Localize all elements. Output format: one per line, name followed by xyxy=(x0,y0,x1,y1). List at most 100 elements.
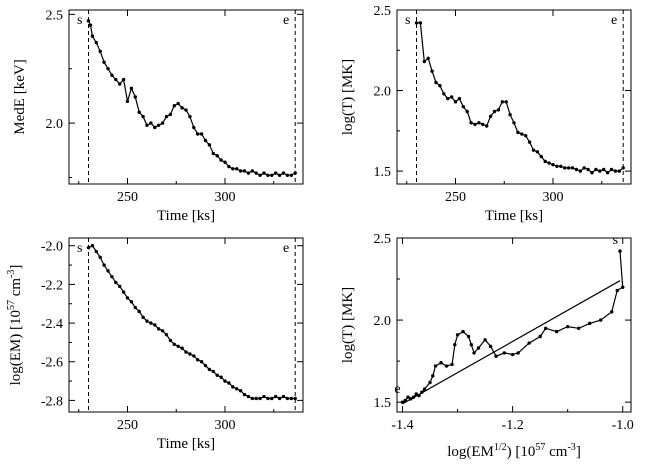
data-point xyxy=(184,108,188,112)
data-point xyxy=(524,133,528,138)
data-point xyxy=(242,392,247,397)
logEM-ylabel-sup1: 57 xyxy=(6,300,17,310)
data-point xyxy=(145,319,149,323)
plot-frame xyxy=(396,237,632,413)
fit-line xyxy=(402,280,621,405)
y-tick-label: 2.5 xyxy=(46,8,64,23)
data-point xyxy=(129,300,134,304)
logT-ticks: 250 300 1.5 2.0 2.5 xyxy=(374,4,631,205)
data-point xyxy=(90,34,95,38)
scatter-marks: se xyxy=(394,233,625,405)
data-point xyxy=(516,351,520,355)
data-point xyxy=(102,263,106,267)
x-tick-label: 250 xyxy=(117,418,138,433)
data-point xyxy=(438,84,442,88)
data-point xyxy=(500,100,504,104)
data-point xyxy=(160,121,165,125)
data-point xyxy=(141,315,145,319)
xlabel-mid2: cm xyxy=(545,444,567,460)
data-point xyxy=(86,245,91,250)
data-point xyxy=(543,326,548,330)
x-tick-label: 300 xyxy=(215,190,236,205)
data-point xyxy=(266,396,270,401)
data-point xyxy=(270,396,274,401)
mede-y-axis-title: MedE [keV] xyxy=(12,59,28,134)
data-point xyxy=(602,167,606,172)
plot-frame xyxy=(396,9,632,185)
data-point xyxy=(90,244,95,248)
data-point xyxy=(250,396,254,401)
data-point xyxy=(219,375,223,379)
panel-logT-vs-logEM: se -1.4 -1.2 -1.01.52.02.5 log(EM1/2) [105… xyxy=(340,232,634,460)
data-point xyxy=(289,396,293,401)
logEM-ticks: 250 300 -2.8 -2.6 -2.4 -2.2 -2.0 xyxy=(41,238,303,433)
data-point xyxy=(508,113,512,117)
data-point xyxy=(426,56,430,61)
y-tick-label: 2.0 xyxy=(374,85,392,100)
data-point xyxy=(129,86,134,91)
data-point xyxy=(215,154,219,158)
data-point xyxy=(576,326,581,330)
data-point xyxy=(527,341,531,345)
data-point xyxy=(196,132,200,136)
xlabel-sup1: 1/2 xyxy=(494,442,507,453)
data-point xyxy=(199,360,204,364)
y-tick-label: -2.8 xyxy=(41,394,63,409)
data-point xyxy=(483,338,487,342)
data-point xyxy=(450,362,454,367)
data-point xyxy=(227,164,231,169)
data-point xyxy=(588,321,592,326)
data-point xyxy=(184,350,188,354)
data-point xyxy=(610,310,614,314)
data-point xyxy=(543,159,547,164)
data-point xyxy=(88,23,93,27)
data-point xyxy=(574,167,579,172)
data-point xyxy=(453,100,458,104)
data-point xyxy=(590,171,594,175)
data-point xyxy=(504,100,508,104)
data-point xyxy=(118,82,122,86)
data-point xyxy=(196,358,200,362)
data-point xyxy=(114,280,118,285)
data-point xyxy=(605,171,610,175)
data-point xyxy=(465,109,469,114)
data-point xyxy=(211,151,215,156)
data-point xyxy=(164,114,169,119)
data-point xyxy=(98,49,102,54)
data-point xyxy=(168,112,173,117)
data-point xyxy=(254,171,258,175)
data-point xyxy=(153,323,157,327)
data-point xyxy=(246,171,251,175)
xlabel-end: ] xyxy=(576,444,581,460)
x-tick-label: 250 xyxy=(117,190,138,205)
data-point xyxy=(422,59,426,64)
data-point xyxy=(455,333,460,337)
data-point xyxy=(203,138,208,143)
data-point xyxy=(149,321,153,325)
data-point xyxy=(235,387,239,391)
data-point xyxy=(469,342,474,347)
data-point xyxy=(141,114,145,119)
data-point xyxy=(578,169,582,173)
data-point xyxy=(121,290,126,294)
y-tick-label: 2.0 xyxy=(374,314,392,329)
data-point xyxy=(485,124,489,128)
data-point xyxy=(281,394,286,399)
data-point xyxy=(223,379,227,383)
plot-frame xyxy=(68,237,304,413)
y-tick-label: -2.0 xyxy=(41,240,63,255)
logEM-ylabel-sup2: -3 xyxy=(6,270,17,278)
data-point xyxy=(411,395,416,399)
data-point xyxy=(472,351,476,355)
xlabel-mid: ) [10 xyxy=(507,444,536,460)
data-point xyxy=(285,396,290,401)
data-point xyxy=(563,166,567,170)
data-point xyxy=(219,158,223,162)
logEM-y-axis-title: log(EM) [1057 cm-3] xyxy=(6,265,24,386)
data-point xyxy=(414,21,419,25)
data-point xyxy=(417,393,421,398)
data-point xyxy=(403,398,407,403)
annotation-s: s xyxy=(613,233,618,248)
